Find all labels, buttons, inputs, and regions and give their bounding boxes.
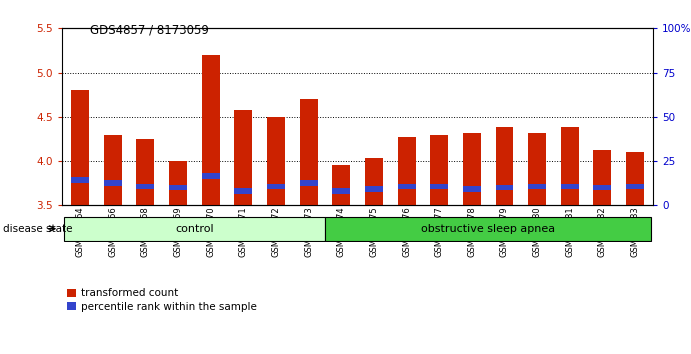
Bar xyxy=(267,117,285,205)
Text: obstructive sleep apnea: obstructive sleep apnea xyxy=(421,224,556,234)
Bar xyxy=(202,55,220,205)
Bar xyxy=(169,184,187,190)
Bar xyxy=(463,186,481,192)
Text: control: control xyxy=(175,224,214,234)
Text: GDS4857 / 8173059: GDS4857 / 8173059 xyxy=(90,23,209,36)
Bar xyxy=(169,161,187,205)
Bar xyxy=(136,184,154,189)
Bar xyxy=(71,90,89,205)
Bar xyxy=(495,184,513,190)
Bar xyxy=(528,184,546,189)
Bar xyxy=(463,133,481,205)
Bar xyxy=(561,184,579,189)
Bar xyxy=(332,166,350,205)
Bar xyxy=(594,184,612,190)
Bar xyxy=(332,188,350,194)
Bar xyxy=(430,135,448,205)
Bar xyxy=(594,150,612,205)
Bar xyxy=(71,177,89,183)
Bar xyxy=(267,184,285,189)
Bar xyxy=(365,186,383,192)
Bar xyxy=(104,180,122,186)
Bar xyxy=(561,127,579,205)
Bar xyxy=(626,184,644,189)
Bar xyxy=(300,180,318,186)
Bar xyxy=(234,188,252,194)
Legend: transformed count, percentile rank within the sample: transformed count, percentile rank withi… xyxy=(68,289,257,312)
Bar xyxy=(136,139,154,205)
Bar xyxy=(104,135,122,205)
Bar xyxy=(397,184,415,189)
Bar xyxy=(300,99,318,205)
Bar xyxy=(430,184,448,189)
Bar xyxy=(397,137,415,205)
Bar xyxy=(365,159,383,205)
Text: disease state: disease state xyxy=(3,224,73,234)
Bar xyxy=(234,110,252,205)
Bar xyxy=(202,173,220,179)
FancyBboxPatch shape xyxy=(325,217,652,241)
Bar xyxy=(495,127,513,205)
FancyBboxPatch shape xyxy=(64,217,325,241)
Bar xyxy=(528,133,546,205)
Bar xyxy=(626,152,644,205)
